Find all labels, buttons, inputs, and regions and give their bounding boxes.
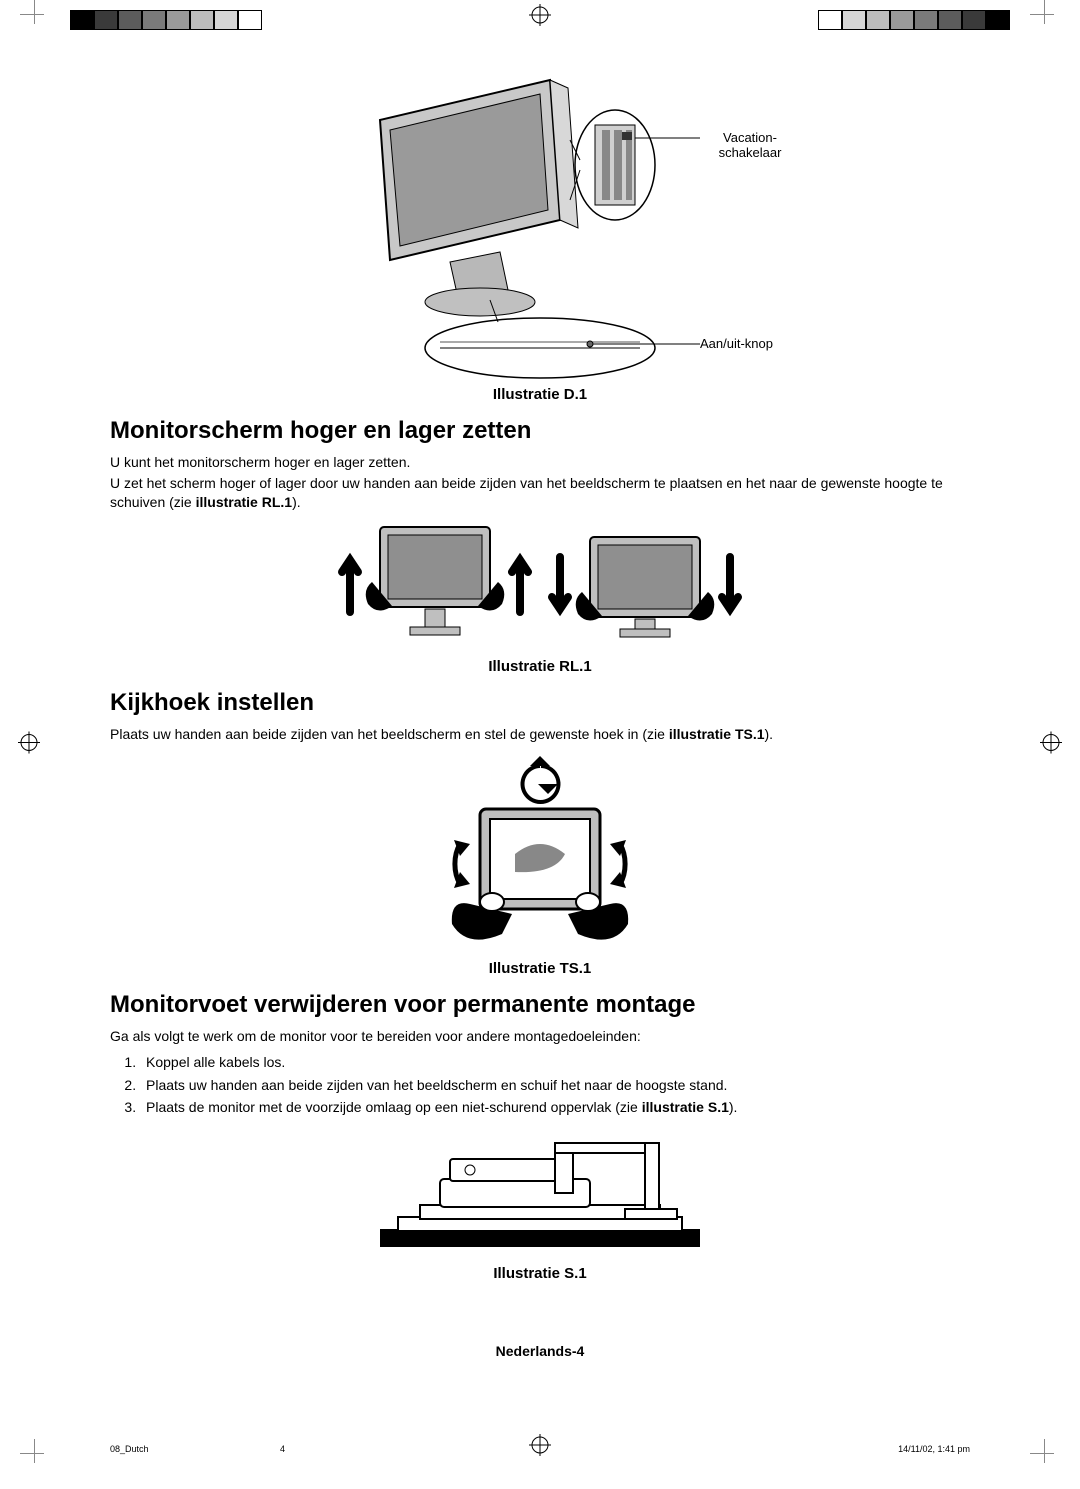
section2-p1-c: ).: [765, 726, 774, 742]
figure-ts1: Illustratie TS.1: [110, 754, 970, 977]
step-1: Koppel alle kabels los.: [140, 1051, 970, 1073]
callout-power-button: Aan/uit-knop: [700, 336, 773, 351]
heading-raise-lower: Monitorscherm hoger en lager zetten: [110, 417, 970, 445]
footer-doc-name: 08_Dutch: [110, 1444, 149, 1454]
step3-c: ).: [729, 1099, 738, 1115]
crop-mark-bl: [20, 1439, 50, 1469]
color-bar-right: [818, 10, 1010, 30]
figure-d1-svg: [280, 70, 800, 380]
figure-rl1-caption: Illustratie RL.1: [110, 658, 970, 675]
registration-target-right: [1040, 731, 1062, 758]
step-3: Plaats de monitor met de voorzijde omlaa…: [140, 1096, 970, 1118]
step3-a: Plaats de monitor met de voorzijde omlaa…: [146, 1099, 642, 1115]
section2-p1: Plaats uw handen aan beide zijden van he…: [110, 725, 970, 744]
crop-mark-tr: [1030, 0, 1060, 30]
registration-target-left: [18, 731, 40, 758]
callout-vacation-switch: Vacation-schakelaar: [700, 130, 800, 160]
figure-s1-svg: [380, 1129, 700, 1259]
section1-p2-b: illustratie RL.1: [196, 494, 292, 510]
section3-steps: Koppel alle kabels los. Plaats uw handen…: [130, 1051, 970, 1118]
section1-p2: U zet het scherm hoger of lager door uw …: [110, 474, 970, 512]
figure-d1: Vacation-schakelaar Aan/uit-knop Illustr…: [110, 70, 970, 403]
figure-s1-caption: Illustratie S.1: [110, 1265, 970, 1282]
step-2: Plaats uw handen aan beide zijden van he…: [140, 1074, 970, 1096]
registration-target-bottom: [529, 1434, 551, 1461]
figure-ts1-caption: Illustratie TS.1: [110, 960, 970, 977]
page-content: Vacation-schakelaar Aan/uit-knop Illustr…: [110, 60, 970, 1290]
section2-p1-b: illustratie TS.1: [669, 726, 765, 742]
section1-p1: U kunt het monitorscherm hoger en lager …: [110, 453, 970, 472]
figure-d1-caption: Illustratie D.1: [110, 386, 970, 403]
section2-p1-a: Plaats uw handen aan beide zijden van he…: [110, 726, 669, 742]
color-bar-left: [70, 10, 262, 30]
section3-intro: Ga als volgt te werk om de monitor voor …: [110, 1027, 970, 1046]
registration-target-top: [529, 4, 551, 31]
section1-p2-c: ).: [292, 494, 301, 510]
footer-page-label: Nederlands-4: [496, 1343, 585, 1359]
footer-timestamp: 14/11/02, 1:41 pm: [898, 1444, 970, 1454]
figure-rl1-svg: [320, 522, 760, 652]
figure-ts1-svg: [430, 754, 650, 954]
crop-mark-br: [1030, 1439, 1060, 1469]
heading-viewing-angle: Kijkhoek instellen: [110, 689, 970, 717]
step3-b: illustratie S.1: [642, 1099, 729, 1115]
heading-remove-stand: Monitorvoet verwijderen voor permanente …: [110, 991, 970, 1019]
figure-s1: Illustratie S.1: [110, 1129, 970, 1282]
figure-rl1: Illustratie RL.1: [110, 522, 970, 675]
crop-mark-tl: [20, 0, 50, 30]
footer-page-number: 4: [280, 1444, 285, 1454]
